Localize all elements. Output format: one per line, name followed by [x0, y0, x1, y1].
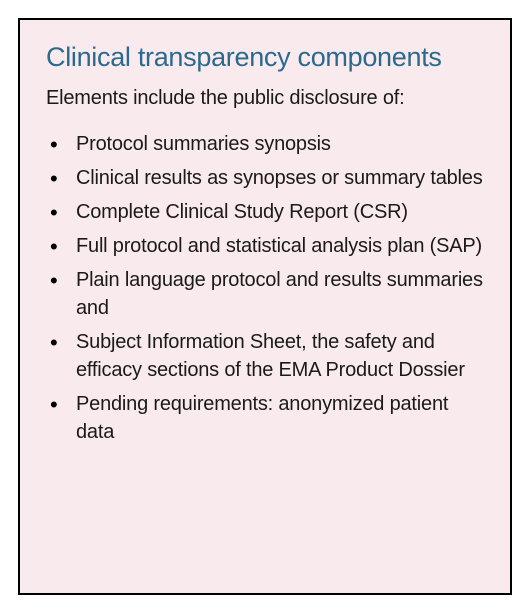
info-card: Clinical transparency components Element… — [18, 18, 512, 595]
card-intro: Elements include the public disclosure o… — [46, 87, 484, 110]
list-item: Protocol summaries synopsis — [46, 130, 484, 158]
card-title: Clinical transparency components — [46, 42, 484, 73]
list-item: Pending requirements: anonymized patient… — [46, 390, 484, 446]
list-item: Clinical results as synopses or summary … — [46, 164, 484, 192]
list-item: Plain language protocol and results summ… — [46, 266, 484, 322]
list-item: Full protocol and statistical analysis p… — [46, 232, 484, 260]
list-item: Subject Information Sheet, the safety an… — [46, 328, 484, 384]
list-item: Complete Clinical Study Report (CSR) — [46, 198, 484, 226]
bullet-list: Protocol summaries synopsis Clinical res… — [46, 130, 484, 446]
